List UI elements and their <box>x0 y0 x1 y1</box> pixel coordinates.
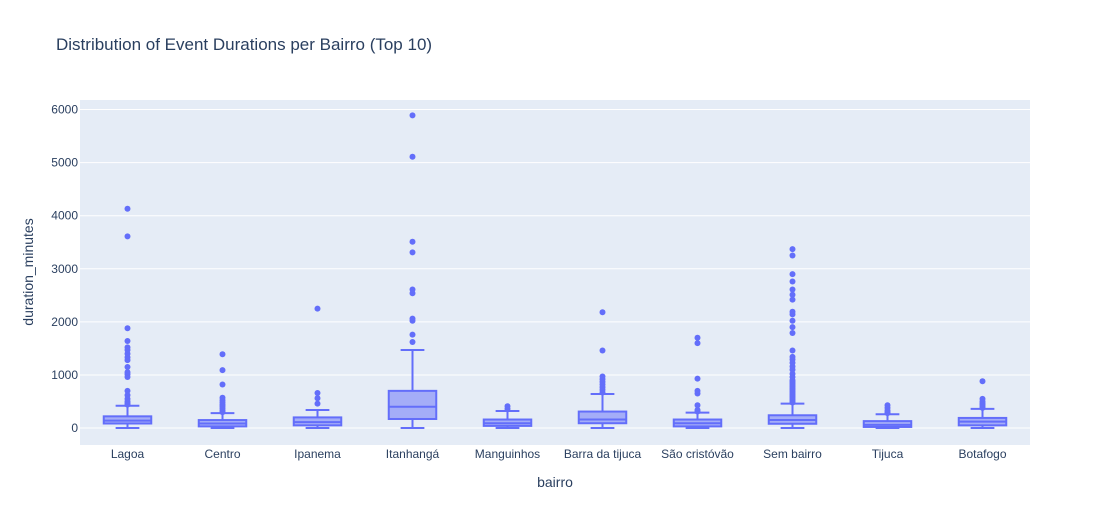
outlier-point <box>314 395 321 402</box>
outlier-point <box>314 305 321 312</box>
box-lagoa <box>102 205 153 430</box>
x-tick-label: Lagoa <box>111 447 145 461</box>
outlier-point <box>219 367 226 374</box>
outlier-point <box>694 334 701 341</box>
outlier-point <box>789 296 796 303</box>
outlier-point <box>124 205 131 212</box>
box-series <box>102 112 1008 430</box>
x-tick-label: Centro <box>204 447 240 461</box>
outlier-point <box>979 378 986 385</box>
plot-area <box>80 100 1030 445</box>
outlier-point <box>219 394 226 401</box>
outlier-point <box>789 317 796 324</box>
outlier-point <box>789 252 796 259</box>
x-tick-label: Ipanema <box>294 447 341 461</box>
y-tick-label: 0 <box>71 421 78 435</box>
outlier-point <box>789 308 796 315</box>
outlier-point <box>409 153 416 160</box>
outlier-point <box>884 402 891 409</box>
box-itanhangá <box>387 112 438 430</box>
outlier-point <box>409 331 416 338</box>
outlier-point <box>789 286 796 293</box>
outlier-point <box>694 375 701 382</box>
x-tick-label: Manguinhos <box>475 447 540 461</box>
outlier-point <box>219 351 226 358</box>
outlier-point <box>124 392 131 399</box>
outlier-point <box>409 315 416 322</box>
y-tick-labels: 0 1000 2000 3000 4000 5000 6000 <box>51 103 78 435</box>
outlier-point <box>124 363 131 370</box>
x-tick-label: São cristóvão <box>661 447 734 461</box>
outlier-point <box>219 381 226 388</box>
outlier-point <box>409 238 416 245</box>
box-manguinhos <box>482 403 533 430</box>
outlier-point <box>599 309 606 316</box>
outlier-point <box>504 403 511 410</box>
outlier-point <box>409 112 416 119</box>
outlier-point <box>789 347 796 354</box>
outlier-point <box>789 353 796 360</box>
outlier-point <box>789 291 796 298</box>
outlier-point <box>124 325 131 332</box>
outlier-point <box>409 286 416 293</box>
outlier-point <box>124 369 131 376</box>
y-tick-label: 5000 <box>51 156 78 170</box>
x-tick-label: Itanhangá <box>386 447 440 461</box>
box-iqr <box>387 389 438 420</box>
x-tick-labels: Lagoa Centro Ipanema Itanhangá Manguinhos Bar… <box>111 447 1007 461</box>
outlier-point <box>409 339 416 346</box>
outlier-point <box>694 387 701 394</box>
x-tick-label: Botafogo <box>958 447 1006 461</box>
y-tick-label: 2000 <box>51 315 78 329</box>
outlier-point <box>789 271 796 278</box>
outlier-point <box>694 340 701 347</box>
outlier-point <box>314 389 321 396</box>
x-tick-label: Tijuca <box>872 447 904 461</box>
outlier-point <box>409 249 416 256</box>
y-tick-label: 1000 <box>51 368 78 382</box>
y-axis-title: duration_minutes <box>20 218 36 325</box>
y-tick-label: 6000 <box>51 103 78 117</box>
box-são-cristóvão <box>672 334 723 430</box>
chart-title: Distribution of Event Durations per Bair… <box>56 35 432 54</box>
outlier-point <box>124 233 131 240</box>
box-tijuca <box>862 402 913 430</box>
outlier-point <box>694 406 701 413</box>
box-ipanema <box>292 305 343 430</box>
outlier-point <box>694 402 701 409</box>
outlier-point <box>124 344 131 351</box>
box-sem-bairro <box>767 246 818 430</box>
outlier-point <box>599 373 606 380</box>
box-barra-da-tijuca <box>577 309 628 430</box>
outlier-point <box>789 246 796 253</box>
x-axis-title: bairro <box>537 474 573 490</box>
outlier-point <box>314 400 321 407</box>
outlier-point <box>789 324 796 331</box>
box-centro <box>197 351 248 430</box>
y-tick-label: 3000 <box>51 262 78 276</box>
outlier-point <box>789 370 796 377</box>
x-tick-label: Barra da tijuca <box>564 447 642 461</box>
outlier-point <box>124 387 131 394</box>
y-tick-label: 4000 <box>51 209 78 223</box>
outlier-point <box>979 395 986 402</box>
outlier-point <box>789 330 796 337</box>
gridlines <box>80 109 1030 429</box>
box-botafogo <box>957 378 1008 430</box>
outlier-point <box>599 347 606 354</box>
box-iqr <box>577 410 628 425</box>
x-tick-label: Sem bairro <box>763 447 822 461</box>
outlier-point <box>124 337 131 344</box>
outlier-point <box>789 278 796 285</box>
